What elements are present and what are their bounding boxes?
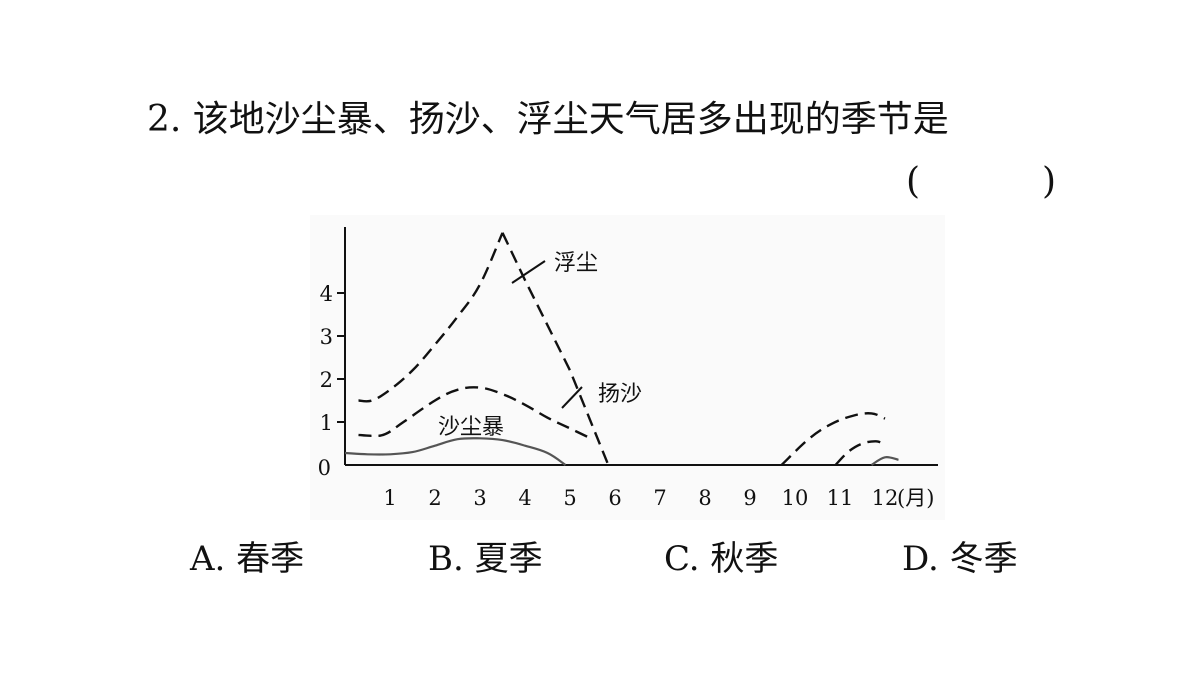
floating-dust-line-segment-2 xyxy=(780,412,886,466)
question-text: 2. 该地沙尘暴、扬沙、浮尘天气居多出现的季节是 xyxy=(147,99,949,140)
x-tick-label: 12 xyxy=(872,486,899,510)
paren-open: ( xyxy=(906,161,921,202)
floating-dust-label: 浮尘 xyxy=(554,251,598,276)
x-tick-label: 5 xyxy=(563,486,576,510)
y-tick-label: 0 xyxy=(318,456,331,480)
blowing-sand-label: 扬沙 xyxy=(598,382,642,407)
x-tick-label: 1 xyxy=(383,486,396,510)
dust-weather-chart: 0 1 2 3 4 1 2 3 4 5 6 7 8 9 10 11 12 (月) 浮尘 扬沙 沙尘暴 xyxy=(310,215,945,520)
x-tick-label: 2 xyxy=(428,486,441,510)
floating-dust-line-segment-1 xyxy=(358,232,610,466)
blowing-sand-leader-line xyxy=(561,386,583,409)
y-tick-label: 1 xyxy=(320,411,333,435)
x-tick-label: 3 xyxy=(473,486,486,510)
option-a[interactable]: A. 春季 xyxy=(190,539,305,579)
x-tick-label: 4 xyxy=(518,486,531,510)
sandstorm-line-segment-1 xyxy=(344,437,567,466)
option-b[interactable]: B. 夏季 xyxy=(428,539,543,579)
x-tick-label: 6 xyxy=(608,486,621,510)
x-tick-label: 9 xyxy=(743,486,756,510)
answer-parentheses: ( ) xyxy=(906,160,1056,204)
y-tick-label: 4 xyxy=(320,282,333,306)
x-tick-label: 11 xyxy=(827,486,854,510)
x-tick-label: 8 xyxy=(698,486,711,510)
x-tick-label: 7 xyxy=(653,486,666,510)
x-unit-label: (月) xyxy=(897,486,934,510)
sandstorm-line-segment-2 xyxy=(870,456,899,466)
option-c[interactable]: C. 秋季 xyxy=(664,539,779,579)
floating-dust-leader-line xyxy=(511,260,546,284)
y-tick-label: 3 xyxy=(320,325,333,349)
paren-close: ) xyxy=(1041,161,1056,202)
y-tick-label: 2 xyxy=(320,368,333,392)
blowing-sand-line-segment-1 xyxy=(358,386,594,441)
chart-series xyxy=(344,232,899,466)
answer-options: A. 春季 B. 夏季 C. 秋季 D. 冬季 xyxy=(0,535,1200,583)
blowing-sand-line-segment-2 xyxy=(834,440,886,466)
sandstorm-label: 沙尘暴 xyxy=(438,415,504,440)
x-tick-label: 10 xyxy=(782,486,809,510)
option-d[interactable]: D. 冬季 xyxy=(902,539,1018,579)
